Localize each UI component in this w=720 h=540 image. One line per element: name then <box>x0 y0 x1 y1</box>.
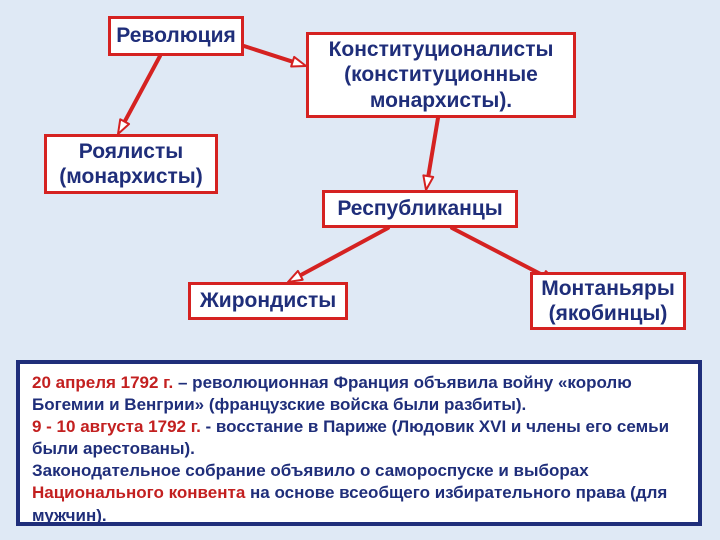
node-montagnards: Монтаньяры(якобинцы) <box>530 272 686 330</box>
node-revolution: Революция <box>108 16 244 56</box>
footer-segment: Национального конвента <box>32 483 245 502</box>
node-label: Монтаньяры(якобинцы) <box>541 276 675 326</box>
node-royalists: Роялисты(монархисты) <box>44 134 218 194</box>
diagram-canvas: Революция Конституционалисты(конституцио… <box>0 0 720 540</box>
node-label: Революция <box>116 23 235 48</box>
node-girondists: Жирондисты <box>188 282 348 320</box>
node-label: Республиканцы <box>337 196 502 221</box>
node-label: Жирондисты <box>200 288 336 313</box>
footer-segment: 20 апреля 1792 г. <box>32 373 173 392</box>
node-constitutionalists: Конституционалисты(конституционныемонарх… <box>306 32 576 118</box>
node-republicans: Республиканцы <box>322 190 518 228</box>
footer-segment: 9 - 10 августа 1792 г. <box>32 417 201 436</box>
footer-textbox: 20 апреля 1792 г. – революционная Франци… <box>16 360 702 526</box>
node-label: Конституционалисты(конституционныемонарх… <box>329 37 554 113</box>
node-label: Роялисты(монархисты) <box>59 139 202 189</box>
footer-segment: Законодательное собрание объявило о само… <box>32 461 589 480</box>
